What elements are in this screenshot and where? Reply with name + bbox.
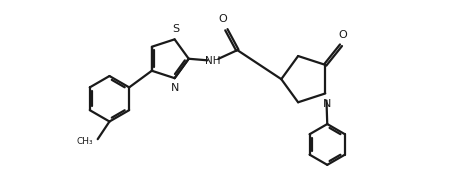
Text: N: N xyxy=(171,83,180,93)
Text: N: N xyxy=(323,98,331,109)
Text: O: O xyxy=(218,14,227,24)
Text: NH: NH xyxy=(205,56,221,66)
Text: CH₃: CH₃ xyxy=(76,137,93,146)
Text: O: O xyxy=(338,30,347,40)
Text: S: S xyxy=(172,24,179,34)
